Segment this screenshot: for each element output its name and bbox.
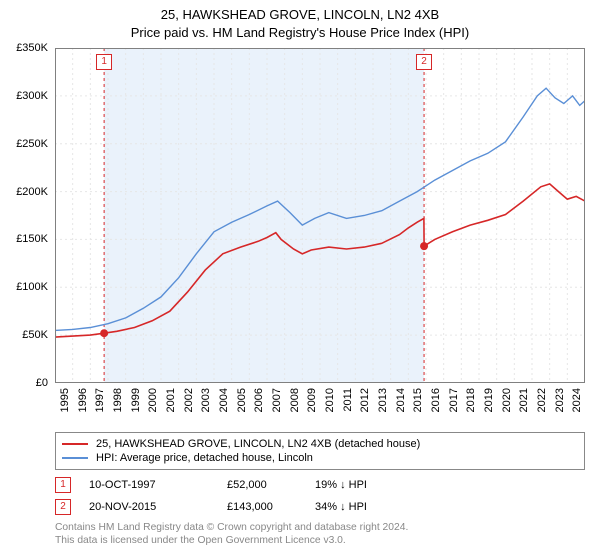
x-tick-label: 2001 bbox=[165, 388, 177, 412]
x-tick-label: 2014 bbox=[395, 388, 407, 412]
x-tick-label: 2020 bbox=[501, 388, 513, 412]
x-tick-label: 2016 bbox=[430, 388, 442, 412]
x-tick-label: 2019 bbox=[483, 388, 495, 412]
title-block: 25, HAWKSHEAD GROVE, LINCOLN, LN2 4XB Pr… bbox=[0, 0, 600, 41]
sales-row: 2 20-NOV-2015 £143,000 34% ↓ HPI bbox=[55, 496, 585, 518]
x-tick-label: 2006 bbox=[253, 388, 265, 412]
y-tick-label: £300K bbox=[16, 90, 48, 102]
x-tick-label: 1995 bbox=[59, 388, 71, 412]
sale-flag-badge: 2 bbox=[416, 54, 432, 70]
x-tick-label: 2009 bbox=[306, 388, 318, 412]
title-line-2: Price paid vs. HM Land Registry's House … bbox=[0, 24, 600, 42]
legend: 25, HAWKSHEAD GROVE, LINCOLN, LN2 4XB (d… bbox=[55, 432, 585, 470]
legend-row: 25, HAWKSHEAD GROVE, LINCOLN, LN2 4XB (d… bbox=[62, 437, 578, 451]
sale-flag-badge: 1 bbox=[96, 54, 112, 70]
sales-row-price: £52,000 bbox=[227, 479, 297, 491]
x-tick-label: 2004 bbox=[218, 388, 230, 412]
sales-table: 1 10-OCT-1997 £52,000 19% ↓ HPI 2 20-NOV-2015… bbox=[55, 474, 585, 518]
y-tick-label: £200K bbox=[16, 186, 48, 198]
x-tick-label: 2018 bbox=[465, 388, 477, 412]
x-tick-label: 2005 bbox=[236, 388, 248, 412]
x-tick-label: 2024 bbox=[571, 388, 583, 412]
x-tick-label: 1999 bbox=[130, 388, 142, 412]
sales-row-delta: 34% ↓ HPI bbox=[315, 501, 425, 513]
sales-row-badge: 2 bbox=[55, 499, 71, 515]
legend-swatch bbox=[62, 457, 88, 459]
x-tick-label: 2008 bbox=[289, 388, 301, 412]
y-tick-label: £100K bbox=[16, 281, 48, 293]
legend-row: HPI: Average price, detached house, Linc… bbox=[62, 451, 578, 465]
x-tick-label: 2003 bbox=[200, 388, 212, 412]
attribution-line-2: This data is licensed under the Open Gov… bbox=[55, 535, 585, 548]
x-tick-label: 2012 bbox=[359, 388, 371, 412]
attribution-line-1: Contains HM Land Registry data © Crown c… bbox=[55, 522, 585, 535]
sales-row-date: 20-NOV-2015 bbox=[89, 501, 209, 513]
sales-row: 1 10-OCT-1997 £52,000 19% ↓ HPI bbox=[55, 474, 585, 496]
sales-row-delta: 19% ↓ HPI bbox=[315, 479, 425, 491]
legend-label: HPI: Average price, detached house, Linc… bbox=[96, 452, 313, 464]
y-tick-label: £250K bbox=[16, 138, 48, 150]
legend-swatch bbox=[62, 443, 88, 445]
x-tick-label: 1997 bbox=[94, 388, 106, 412]
y-tick-label: £350K bbox=[16, 42, 48, 54]
plot-area: 12 bbox=[55, 48, 585, 383]
x-tick-label: 2000 bbox=[147, 388, 159, 412]
x-tick-label: 2022 bbox=[536, 388, 548, 412]
y-tick-label: £150K bbox=[16, 233, 48, 245]
x-tick-label: 2002 bbox=[183, 388, 195, 412]
sales-row-badge: 1 bbox=[55, 477, 71, 493]
title-line-1: 25, HAWKSHEAD GROVE, LINCOLN, LN2 4XB bbox=[0, 6, 600, 24]
chart-svg bbox=[55, 48, 585, 383]
x-tick-label: 2013 bbox=[377, 388, 389, 412]
y-tick-label: £0 bbox=[36, 377, 48, 389]
x-tick-label: 2011 bbox=[342, 388, 354, 412]
x-tick-label: 2017 bbox=[448, 388, 460, 412]
x-tick-label: 1998 bbox=[112, 388, 124, 412]
x-tick-label: 2023 bbox=[554, 388, 566, 412]
x-tick-label: 2010 bbox=[324, 388, 336, 412]
sales-row-date: 10-OCT-1997 bbox=[89, 479, 209, 491]
x-tick-label: 2021 bbox=[518, 388, 530, 412]
attribution: Contains HM Land Registry data © Crown c… bbox=[55, 522, 585, 548]
legend-label: 25, HAWKSHEAD GROVE, LINCOLN, LN2 4XB (d… bbox=[96, 438, 420, 450]
y-tick-label: £50K bbox=[22, 329, 48, 341]
x-tick-label: 1996 bbox=[77, 388, 89, 412]
chart-container: 25, HAWKSHEAD GROVE, LINCOLN, LN2 4XB Pr… bbox=[0, 0, 600, 560]
y-axis-labels: £0£50K£100K£150K£200K£250K£300K£350K bbox=[0, 48, 52, 383]
sales-row-price: £143,000 bbox=[227, 501, 297, 513]
x-tick-label: 2007 bbox=[271, 388, 283, 412]
x-tick-label: 2015 bbox=[412, 388, 424, 412]
